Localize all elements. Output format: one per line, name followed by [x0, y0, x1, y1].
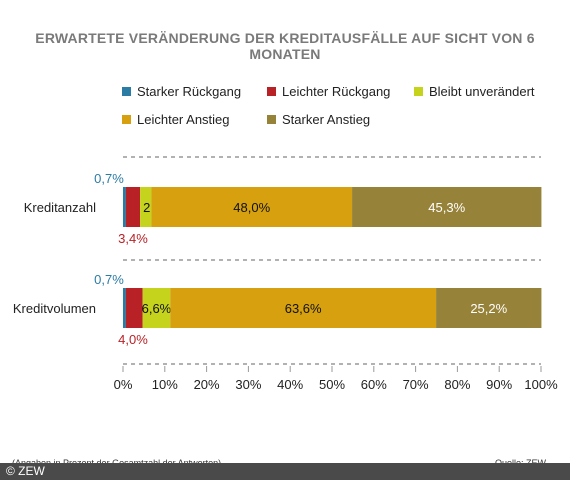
legend-item-starker-rueckgang: Starker Rückgang: [122, 84, 241, 99]
x-tick-label-4: 40%: [277, 377, 303, 392]
legend-label-bleibt-unveraendert: Bleibt unverändert: [429, 84, 535, 99]
data-label-0-3: 48,0%: [233, 200, 270, 215]
x-tick-label-5: 50%: [319, 377, 345, 392]
bar-1-0: [123, 288, 126, 328]
x-tick-label-3: 30%: [235, 377, 261, 392]
legend-item-leichter-anstieg: Leichter Anstieg: [122, 112, 230, 127]
stacked-bar-chart: Kreditanzahl0,7%3,4%2,7%48,0%45,3%Kredit…: [13, 156, 558, 392]
data-label-1-0: 0,7%: [94, 272, 124, 287]
x-tick-label-8: 80%: [444, 377, 470, 392]
x-tick-label-0: 0%: [114, 377, 133, 392]
bar-0-3: [151, 187, 353, 227]
x-tick-label-6: 60%: [361, 377, 387, 392]
data-label-0-4: 45,3%: [428, 200, 465, 215]
legend-swatch-leichter-anstieg: [122, 115, 131, 124]
x-tick-label-1: 10%: [152, 377, 178, 392]
copyright-bar: © ZEW: [0, 463, 570, 480]
legend-item-leichter-rueckgang: Leichter Rückgang: [267, 84, 390, 99]
legend-swatch-bleibt-unveraendert: [414, 87, 423, 96]
legend-label-starker-anstieg: Starker Anstieg: [282, 112, 371, 127]
data-label-0-0: 0,7%: [94, 171, 124, 186]
data-label-1-1: 4,0%: [118, 332, 148, 347]
data-label-1-2: 6,6%: [142, 301, 172, 316]
bar-1-2: [142, 288, 171, 328]
x-tick-label-9: 90%: [486, 377, 512, 392]
category-label-1: Kreditvolumen: [13, 301, 96, 316]
data-label-0-1: 3,4%: [118, 231, 148, 246]
data-label-1-3: 63,6%: [285, 301, 322, 316]
bar-1-3: [170, 288, 437, 328]
category-label-0: Kreditanzahl: [24, 200, 96, 215]
bar-1-4: [436, 288, 542, 328]
copyright-text: © ZEW: [6, 464, 45, 478]
legend-item-bleibt-unveraendert: Bleibt unverändert: [414, 84, 535, 99]
x-tick-label-7: 70%: [403, 377, 429, 392]
legend-label-leichter-anstieg: Leichter Anstieg: [137, 112, 230, 127]
legend-label-leichter-rueckgang: Leichter Rückgang: [282, 84, 391, 99]
legend-swatch-starker-rueckgang: [122, 87, 131, 96]
chart-title: ERWARTETE VERÄNDERUNG DER KREDITAUSFÄLLE…: [35, 30, 535, 62]
legend-swatch-leichter-rueckgang: [267, 87, 276, 96]
data-label-1-4: 25,2%: [470, 301, 507, 316]
legend-swatch-starker-anstieg: [267, 115, 276, 124]
legend-label-starker-rueckgang: Starker Rückgang: [137, 84, 242, 99]
bar-0-0: [123, 187, 126, 227]
bar-0-1: [125, 187, 141, 227]
bar-0-4: [352, 187, 542, 227]
x-tick-label-10: 100%: [524, 377, 558, 392]
bar-0-2: [140, 187, 152, 227]
bar-1-1: [125, 288, 143, 328]
legend-item-starker-anstieg: Starker Anstieg: [267, 112, 370, 127]
x-tick-label-2: 20%: [194, 377, 220, 392]
